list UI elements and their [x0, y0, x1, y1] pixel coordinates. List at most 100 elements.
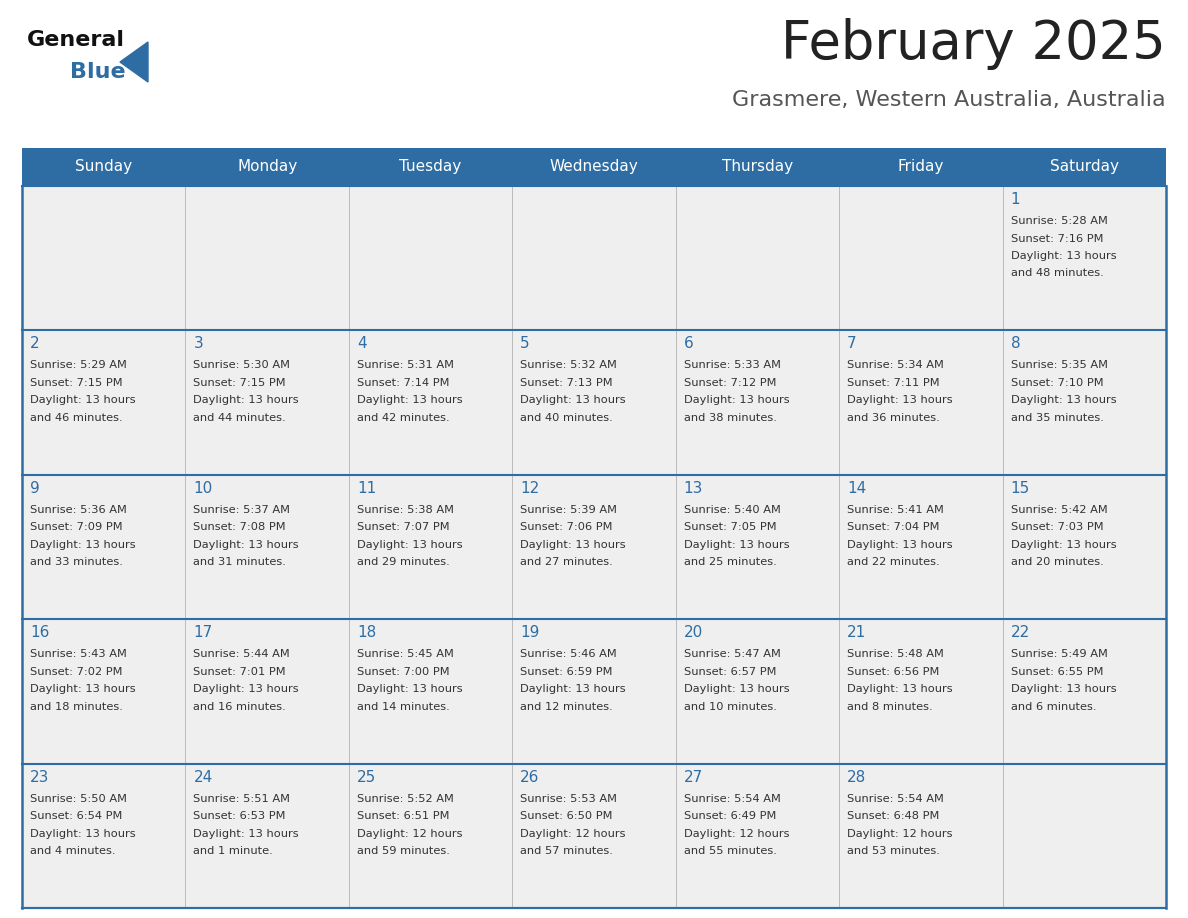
Text: Sunrise: 5:42 AM: Sunrise: 5:42 AM	[1011, 505, 1107, 515]
Text: Sunset: 6:59 PM: Sunset: 6:59 PM	[520, 666, 613, 677]
Text: Sunrise: 5:50 AM: Sunrise: 5:50 AM	[30, 793, 127, 803]
Text: and 4 minutes.: and 4 minutes.	[30, 846, 115, 856]
Text: 16: 16	[30, 625, 50, 640]
Text: Daylight: 13 hours: Daylight: 13 hours	[30, 829, 135, 839]
Text: Sunrise: 5:43 AM: Sunrise: 5:43 AM	[30, 649, 127, 659]
Text: and 25 minutes.: and 25 minutes.	[684, 557, 777, 567]
Text: Saturday: Saturday	[1050, 160, 1119, 174]
Text: Daylight: 13 hours: Daylight: 13 hours	[356, 540, 462, 550]
Text: Daylight: 13 hours: Daylight: 13 hours	[847, 684, 953, 694]
Text: and 14 minutes.: and 14 minutes.	[356, 701, 449, 711]
Text: Tuesday: Tuesday	[399, 160, 462, 174]
Text: Daylight: 12 hours: Daylight: 12 hours	[356, 829, 462, 839]
Text: Daylight: 13 hours: Daylight: 13 hours	[30, 684, 135, 694]
Bar	[23, 148, 1165, 186]
Text: 13: 13	[684, 481, 703, 496]
Text: Daylight: 13 hours: Daylight: 13 hours	[1011, 684, 1117, 694]
Text: Sunset: 7:00 PM: Sunset: 7:00 PM	[356, 666, 449, 677]
Text: Sunrise: 5:44 AM: Sunrise: 5:44 AM	[194, 649, 290, 659]
Text: Sunrise: 5:28 AM: Sunrise: 5:28 AM	[1011, 216, 1107, 226]
Text: and 36 minutes.: and 36 minutes.	[847, 413, 940, 423]
Text: Sunset: 6:50 PM: Sunset: 6:50 PM	[520, 812, 613, 821]
Text: Sunday: Sunday	[75, 160, 132, 174]
Text: Sunset: 6:54 PM: Sunset: 6:54 PM	[30, 812, 122, 821]
Text: 21: 21	[847, 625, 866, 640]
Text: Sunrise: 5:31 AM: Sunrise: 5:31 AM	[356, 361, 454, 370]
Text: Daylight: 13 hours: Daylight: 13 hours	[520, 684, 626, 694]
Text: Daylight: 13 hours: Daylight: 13 hours	[1011, 540, 1117, 550]
Text: February 2025: February 2025	[782, 18, 1165, 70]
Text: Thursday: Thursday	[722, 160, 794, 174]
Text: Sunset: 6:57 PM: Sunset: 6:57 PM	[684, 666, 776, 677]
Text: and 44 minutes.: and 44 minutes.	[194, 413, 286, 423]
Text: Sunrise: 5:29 AM: Sunrise: 5:29 AM	[30, 361, 127, 370]
Text: Sunset: 6:53 PM: Sunset: 6:53 PM	[194, 812, 286, 821]
Bar	[23, 186, 1165, 908]
Text: and 38 minutes.: and 38 minutes.	[684, 413, 777, 423]
Text: Daylight: 13 hours: Daylight: 13 hours	[356, 396, 462, 406]
Text: Sunrise: 5:46 AM: Sunrise: 5:46 AM	[520, 649, 617, 659]
Text: and 6 minutes.: and 6 minutes.	[1011, 701, 1097, 711]
Text: 4: 4	[356, 336, 366, 352]
Text: Daylight: 13 hours: Daylight: 13 hours	[520, 540, 626, 550]
Text: Monday: Monday	[238, 160, 297, 174]
Text: 5: 5	[520, 336, 530, 352]
Text: Grasmere, Western Australia, Australia: Grasmere, Western Australia, Australia	[732, 90, 1165, 110]
Text: Sunset: 7:02 PM: Sunset: 7:02 PM	[30, 666, 122, 677]
Text: Sunrise: 5:36 AM: Sunrise: 5:36 AM	[30, 505, 127, 515]
Text: Daylight: 13 hours: Daylight: 13 hours	[30, 540, 135, 550]
Text: Sunset: 7:13 PM: Sunset: 7:13 PM	[520, 378, 613, 388]
Text: 12: 12	[520, 481, 539, 496]
Text: and 18 minutes.: and 18 minutes.	[30, 701, 122, 711]
Text: and 53 minutes.: and 53 minutes.	[847, 846, 940, 856]
Text: Sunset: 7:09 PM: Sunset: 7:09 PM	[30, 522, 122, 532]
Text: 1: 1	[1011, 192, 1020, 207]
Text: Daylight: 13 hours: Daylight: 13 hours	[847, 396, 953, 406]
Text: Sunset: 7:06 PM: Sunset: 7:06 PM	[520, 522, 613, 532]
Text: Sunrise: 5:48 AM: Sunrise: 5:48 AM	[847, 649, 944, 659]
Text: Sunrise: 5:30 AM: Sunrise: 5:30 AM	[194, 361, 290, 370]
Text: and 46 minutes.: and 46 minutes.	[30, 413, 122, 423]
Text: 3: 3	[194, 336, 203, 352]
Text: and 8 minutes.: and 8 minutes.	[847, 701, 933, 711]
Text: 10: 10	[194, 481, 213, 496]
Text: 24: 24	[194, 769, 213, 785]
Text: 6: 6	[684, 336, 694, 352]
Text: Daylight: 13 hours: Daylight: 13 hours	[684, 396, 789, 406]
Text: Sunset: 7:15 PM: Sunset: 7:15 PM	[30, 378, 122, 388]
Text: Sunset: 7:14 PM: Sunset: 7:14 PM	[356, 378, 449, 388]
Text: Sunrise: 5:54 AM: Sunrise: 5:54 AM	[684, 793, 781, 803]
Text: Daylight: 13 hours: Daylight: 13 hours	[684, 540, 789, 550]
Text: 22: 22	[1011, 625, 1030, 640]
Text: 8: 8	[1011, 336, 1020, 352]
Text: Sunset: 7:12 PM: Sunset: 7:12 PM	[684, 378, 776, 388]
Text: Sunset: 6:49 PM: Sunset: 6:49 PM	[684, 812, 776, 821]
Text: and 1 minute.: and 1 minute.	[194, 846, 273, 856]
Text: 27: 27	[684, 769, 703, 785]
Text: Sunset: 7:03 PM: Sunset: 7:03 PM	[1011, 522, 1104, 532]
Text: Sunrise: 5:45 AM: Sunrise: 5:45 AM	[356, 649, 454, 659]
Text: Sunrise: 5:51 AM: Sunrise: 5:51 AM	[194, 793, 290, 803]
Text: Sunrise: 5:52 AM: Sunrise: 5:52 AM	[356, 793, 454, 803]
Text: General: General	[27, 30, 125, 50]
Text: 14: 14	[847, 481, 866, 496]
Text: Sunset: 7:16 PM: Sunset: 7:16 PM	[1011, 233, 1104, 243]
Text: 7: 7	[847, 336, 857, 352]
Text: Sunset: 6:55 PM: Sunset: 6:55 PM	[1011, 666, 1104, 677]
Text: and 16 minutes.: and 16 minutes.	[194, 701, 286, 711]
Text: Wednesday: Wednesday	[550, 160, 638, 174]
Text: and 33 minutes.: and 33 minutes.	[30, 557, 122, 567]
Text: Daylight: 13 hours: Daylight: 13 hours	[520, 396, 626, 406]
Text: and 10 minutes.: and 10 minutes.	[684, 701, 777, 711]
Text: Sunrise: 5:33 AM: Sunrise: 5:33 AM	[684, 361, 781, 370]
Text: Sunrise: 5:49 AM: Sunrise: 5:49 AM	[1011, 649, 1107, 659]
Text: Daylight: 13 hours: Daylight: 13 hours	[847, 540, 953, 550]
Text: 18: 18	[356, 625, 377, 640]
Text: 23: 23	[30, 769, 50, 785]
Text: and 40 minutes.: and 40 minutes.	[520, 413, 613, 423]
Text: Daylight: 13 hours: Daylight: 13 hours	[30, 396, 135, 406]
Text: and 22 minutes.: and 22 minutes.	[847, 557, 940, 567]
Text: Sunset: 6:51 PM: Sunset: 6:51 PM	[356, 812, 449, 821]
Text: 25: 25	[356, 769, 377, 785]
Text: Sunrise: 5:53 AM: Sunrise: 5:53 AM	[520, 793, 618, 803]
